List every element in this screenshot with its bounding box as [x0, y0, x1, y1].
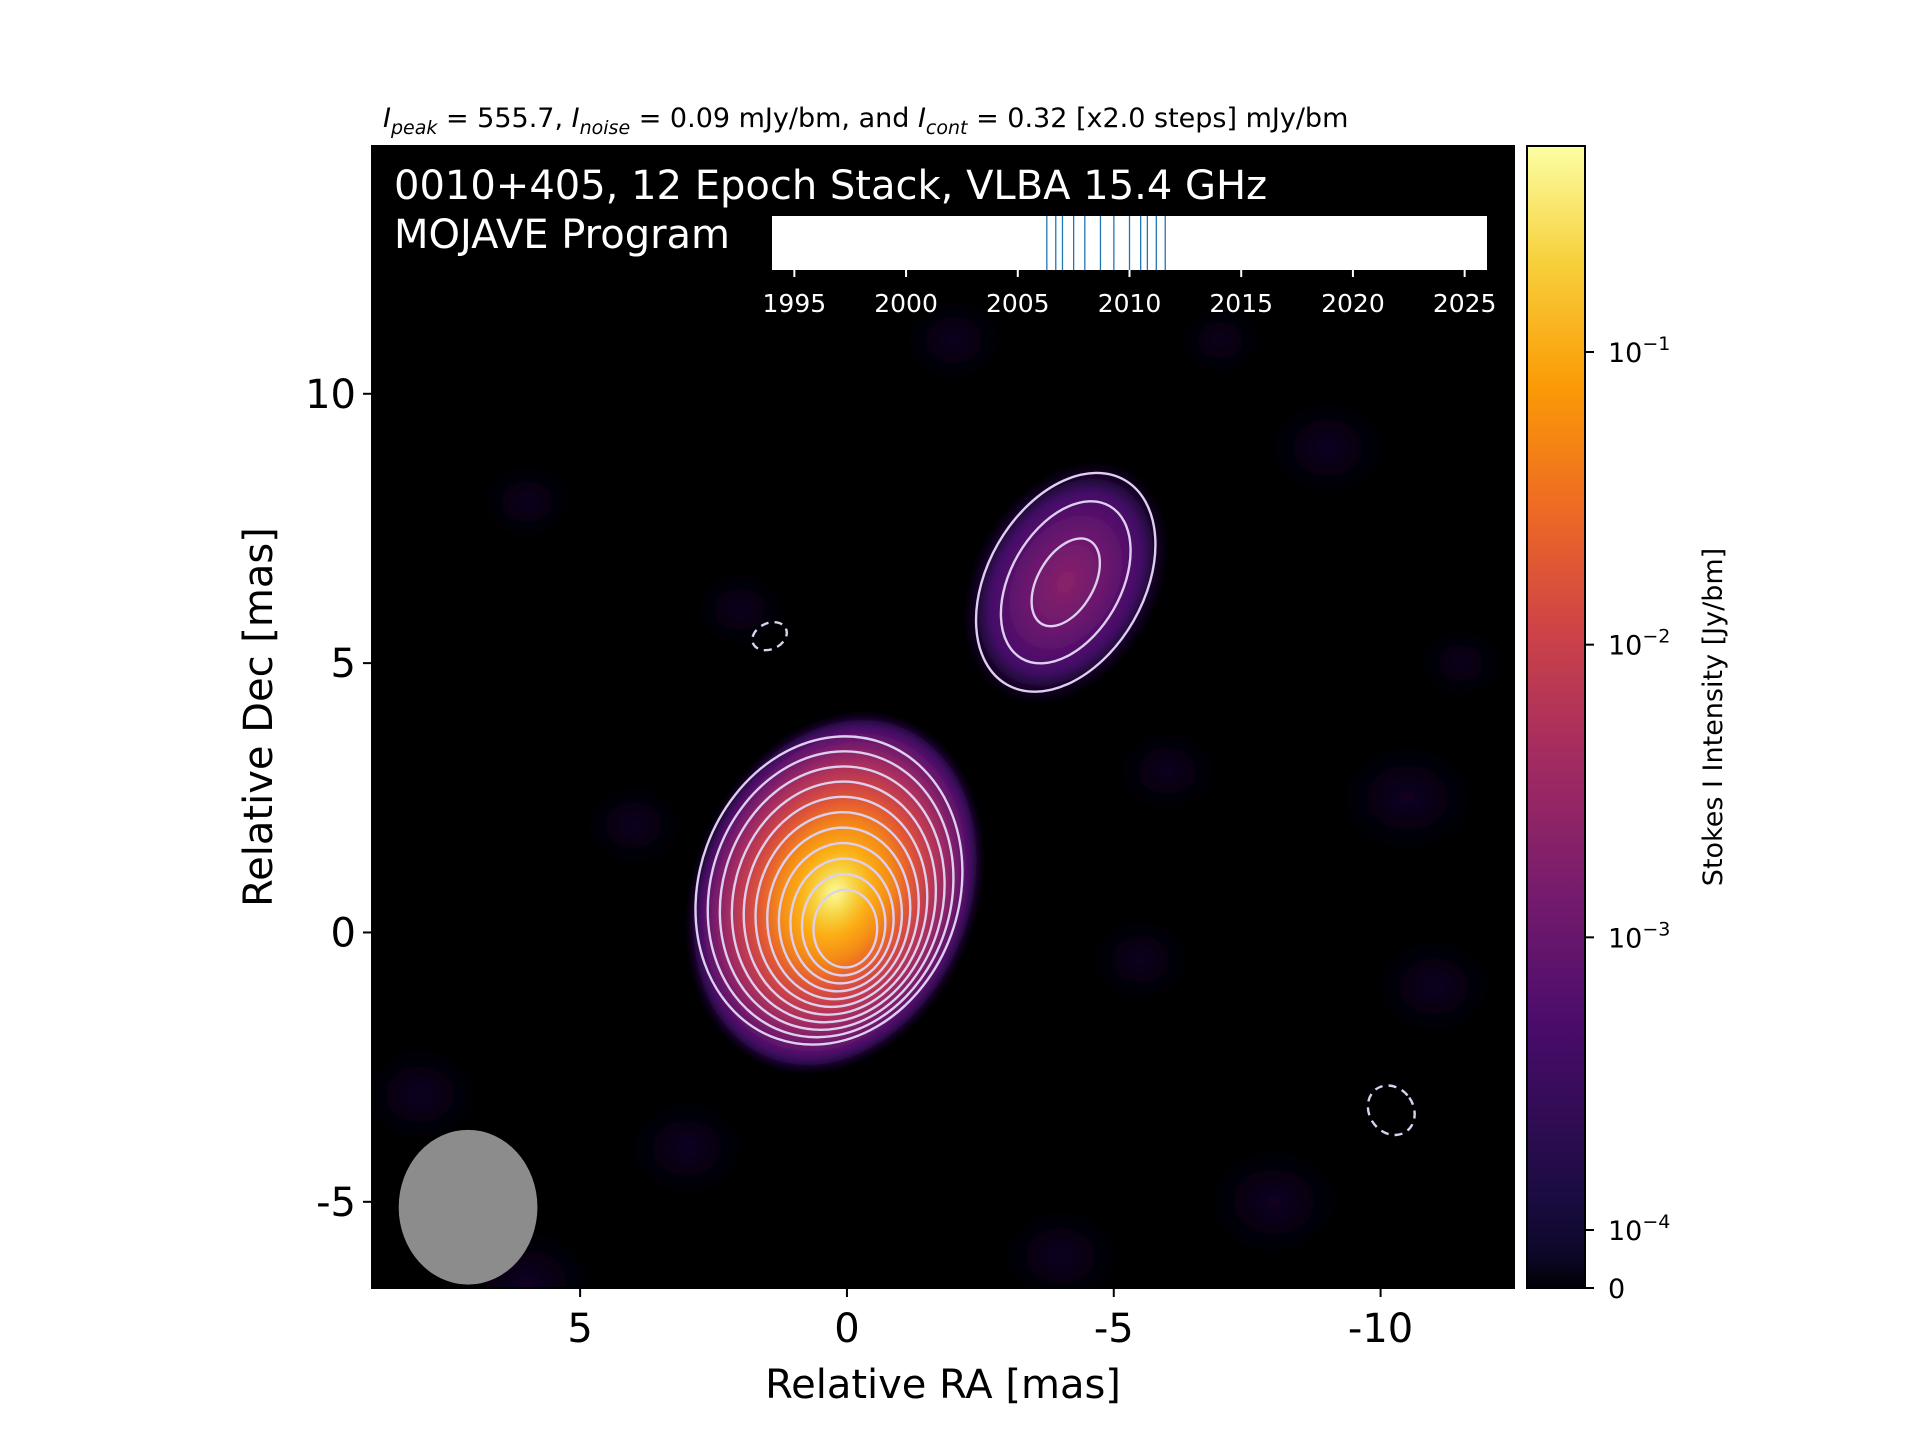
- contour-level: [800, 873, 887, 977]
- timeline-tick-label: 2015: [1209, 289, 1273, 318]
- colorbar-label: Stokes I Intensity [Jy/bm]: [1698, 548, 1729, 886]
- epoch-timeline: 1995 2000 2005 2010 2015 2020 2025: [763, 216, 1497, 318]
- y-tick-label: 5: [331, 641, 356, 687]
- noise-blob: [1090, 919, 1191, 1000]
- noise-blob: [1420, 631, 1501, 696]
- colorbar-ticks: 10−1 10−2 10−3 10−4 0: [1585, 333, 1670, 1305]
- noise-blob: [626, 1099, 747, 1196]
- colorbar-tick-label: 10−3: [1608, 918, 1670, 954]
- contour-level: [742, 795, 929, 1016]
- noise-blob: [481, 465, 572, 538]
- noise-blob: [1180, 307, 1261, 372]
- y-tick-label: 0: [331, 910, 356, 956]
- x-axis: 5 0 -5 -10: [567, 1288, 1413, 1352]
- colorbar-frame: [1526, 145, 1586, 1289]
- timeline-tick-label: 2005: [986, 289, 1050, 318]
- colorbar-tick-label: 10−4: [1608, 1211, 1670, 1247]
- map-title: 0010+405, 12 Epoch Stack, VLBA 15.4 GHz: [394, 163, 1267, 209]
- contour-level: [694, 735, 964, 1046]
- noise-blob: [1203, 1145, 1344, 1258]
- map-subtitle: MOJAVE Program: [394, 212, 730, 258]
- x-tick-label: -5: [1094, 1306, 1134, 1352]
- timeline-tick-label: 2020: [1321, 289, 1385, 318]
- contour-level: [777, 841, 904, 993]
- x-tick-label: 5: [567, 1306, 592, 1352]
- timeline-tick-label: 2000: [874, 289, 938, 318]
- contour-level: [1030, 537, 1102, 628]
- timeline-tick-label: 2025: [1433, 289, 1497, 318]
- timeline-tick-label: 1995: [763, 289, 827, 318]
- intensity-map: 0010+405, 12 Epoch Stack, VLBA 15.4 GHz …: [372, 146, 1514, 1288]
- negative-contour: [1366, 1084, 1416, 1137]
- contour-level: [754, 811, 920, 1009]
- colorbar-tick-label: 10−2: [1608, 626, 1670, 662]
- y-tick-label: -5: [316, 1180, 356, 1226]
- noise-blob: [1373, 938, 1494, 1035]
- contour-level: [812, 888, 879, 969]
- intensity-summary: Ipeak = 555.7, Inoise = 0.09 mJy/bm, and…: [383, 103, 1348, 139]
- noise-blob: [1000, 1207, 1121, 1288]
- y-axis: 10 5 0 -5: [305, 372, 372, 1226]
- contours: [694, 471, 1416, 1137]
- contour-level: [974, 471, 1157, 693]
- negative-contour: [751, 620, 788, 652]
- contour-level: [999, 500, 1132, 665]
- timeline-tick-label: 2010: [1098, 289, 1162, 318]
- y-tick-label: 10: [305, 372, 356, 418]
- noise-blob: [583, 784, 684, 865]
- noise-blob: [1267, 399, 1388, 496]
- beam-ellipse: [398, 1129, 538, 1285]
- contour-level: [718, 765, 946, 1031]
- colorbar-tick-label: 0: [1608, 1274, 1625, 1305]
- contour-level: [730, 780, 938, 1024]
- x-tick-label: 0: [834, 1306, 859, 1352]
- plot-frame: [371, 145, 1515, 1289]
- contour-level: [706, 750, 955, 1039]
- noise-blob: [1117, 730, 1218, 811]
- x-tick-label: -10: [1348, 1306, 1413, 1352]
- x-axis-label: Relative RA [mas]: [765, 1362, 1121, 1408]
- colorbar-tick-label: 10−1: [1608, 333, 1670, 369]
- noise-blob: [903, 299, 1004, 380]
- noise-blob: [695, 573, 786, 646]
- noise-blob: [372, 1046, 481, 1143]
- y-axis-label: Relative Dec [mas]: [236, 527, 282, 907]
- contour-level: [789, 857, 895, 985]
- contour-level: [766, 826, 912, 1001]
- colorbar: [1527, 146, 1585, 1288]
- noise-blob: [1337, 741, 1478, 854]
